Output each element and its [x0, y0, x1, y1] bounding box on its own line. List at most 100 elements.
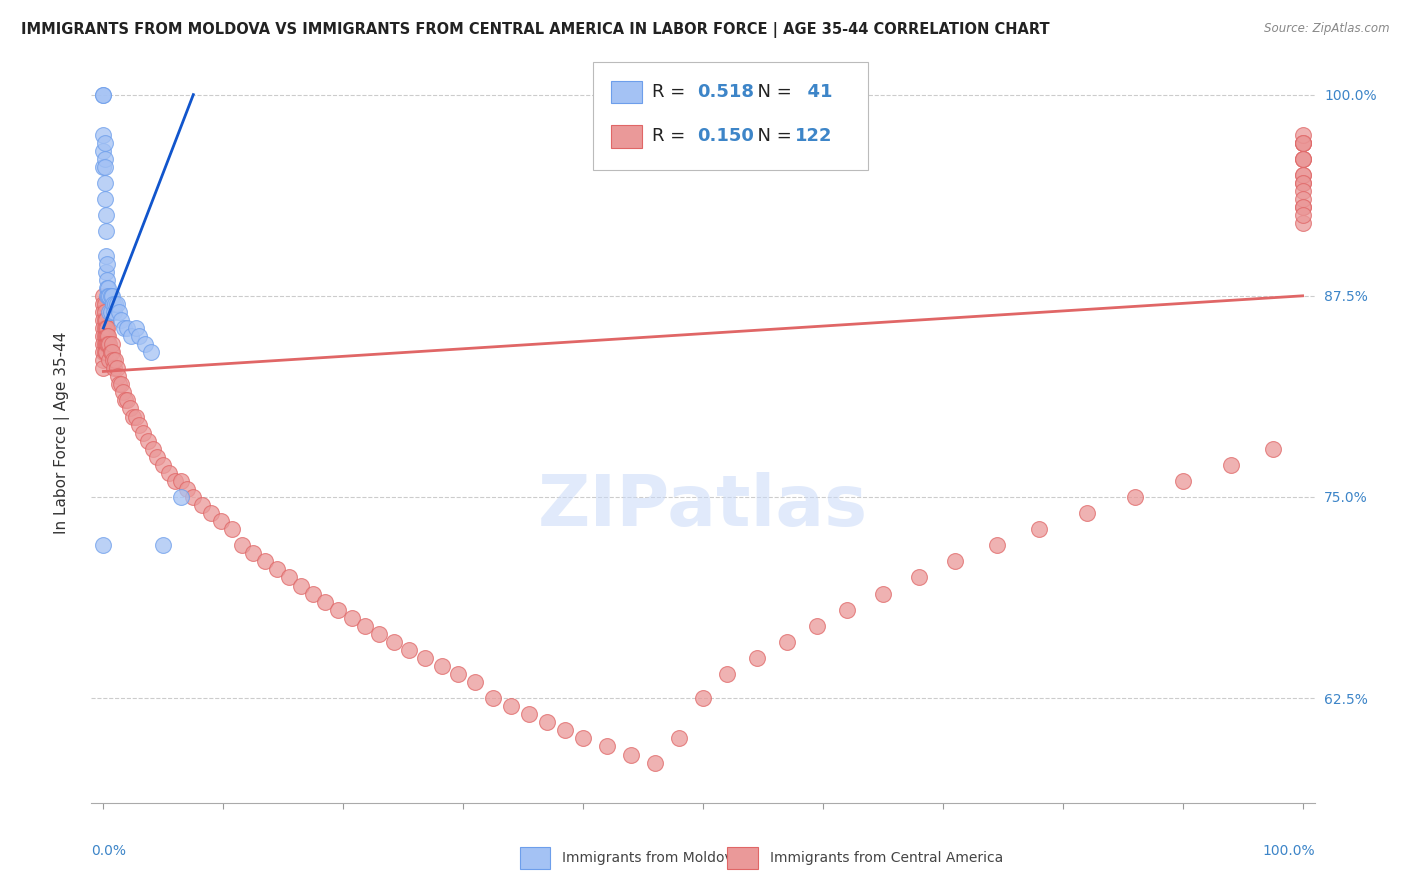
- Point: [94, 208, 117, 222]
- Point: [1291, 152, 1313, 166]
- Point: [93, 87, 115, 102]
- Point: [1291, 168, 1313, 182]
- Point: [103, 361, 125, 376]
- Point: [93, 329, 115, 343]
- Point: [93, 136, 115, 150]
- Point: [97, 289, 120, 303]
- Point: [517, 707, 540, 722]
- Point: [128, 329, 150, 343]
- Text: Immigrants from Moldova: Immigrants from Moldova: [562, 851, 742, 865]
- Point: [314, 594, 336, 608]
- FancyBboxPatch shape: [520, 847, 550, 870]
- Point: [278, 570, 301, 584]
- Point: [1291, 176, 1313, 190]
- Point: [93, 329, 115, 343]
- Point: [108, 377, 131, 392]
- Point: [94, 329, 117, 343]
- Point: [1261, 442, 1284, 456]
- Point: [430, 659, 453, 673]
- Point: [620, 747, 643, 762]
- Point: [93, 337, 115, 351]
- Point: [94, 224, 117, 238]
- Text: 0.150: 0.150: [697, 128, 754, 145]
- Point: [97, 329, 120, 343]
- Point: [572, 731, 595, 746]
- Point: [117, 393, 139, 408]
- Point: [141, 345, 163, 359]
- Point: [118, 401, 141, 416]
- Point: [93, 297, 115, 311]
- Text: 41: 41: [794, 83, 832, 101]
- Point: [554, 723, 576, 738]
- Point: [120, 329, 142, 343]
- Point: [110, 313, 132, 327]
- Point: [1028, 522, 1050, 536]
- Point: [104, 297, 127, 311]
- Point: [107, 369, 129, 384]
- Point: [100, 289, 122, 303]
- Text: Source: ZipAtlas.com: Source: ZipAtlas.com: [1264, 22, 1389, 36]
- Point: [1291, 192, 1313, 206]
- Point: [93, 321, 115, 335]
- Point: [93, 313, 115, 327]
- Point: [93, 353, 115, 368]
- Point: [1291, 216, 1313, 230]
- Point: [93, 144, 115, 158]
- Point: [93, 305, 115, 319]
- Point: [93, 361, 115, 376]
- Point: [96, 337, 118, 351]
- Text: R =: R =: [651, 83, 690, 101]
- Point: [100, 305, 122, 319]
- Point: [353, 619, 375, 633]
- Point: [368, 627, 391, 641]
- Point: [176, 482, 198, 496]
- Point: [1291, 136, 1313, 150]
- Point: [1291, 128, 1313, 142]
- Text: 100.0%: 100.0%: [1263, 844, 1315, 857]
- Point: [190, 498, 212, 512]
- Point: [152, 538, 174, 552]
- Point: [111, 385, 134, 400]
- Point: [1291, 168, 1313, 182]
- Point: [413, 651, 436, 665]
- Point: [97, 281, 120, 295]
- Point: [908, 570, 931, 584]
- Point: [93, 128, 115, 142]
- Text: ZIPatlas: ZIPatlas: [538, 472, 868, 541]
- Point: [94, 337, 117, 351]
- Point: [1291, 200, 1313, 214]
- Point: [96, 329, 118, 343]
- Point: [96, 321, 118, 335]
- Point: [97, 337, 120, 351]
- Point: [290, 578, 312, 592]
- Point: [94, 321, 117, 335]
- Point: [93, 192, 115, 206]
- Point: [132, 425, 155, 440]
- Text: Immigrants from Central America: Immigrants from Central America: [770, 851, 1004, 865]
- Point: [105, 361, 128, 376]
- Point: [152, 458, 174, 472]
- Point: [114, 393, 136, 408]
- Point: [110, 377, 132, 392]
- Point: [93, 176, 115, 190]
- Point: [668, 731, 690, 746]
- Point: [117, 321, 139, 335]
- Point: [98, 305, 121, 319]
- Text: 0.0%: 0.0%: [91, 844, 127, 857]
- FancyBboxPatch shape: [593, 62, 868, 169]
- Point: [100, 345, 122, 359]
- Point: [93, 305, 115, 319]
- Point: [1291, 136, 1313, 150]
- Point: [242, 546, 264, 560]
- Point: [1291, 208, 1313, 222]
- Point: [94, 249, 117, 263]
- Point: [93, 289, 115, 303]
- Point: [128, 417, 150, 432]
- Point: [93, 87, 115, 102]
- Point: [96, 289, 118, 303]
- Point: [94, 345, 117, 359]
- Point: [1291, 136, 1313, 150]
- Point: [716, 667, 738, 681]
- Point: [221, 522, 243, 536]
- Text: N =: N =: [745, 128, 792, 145]
